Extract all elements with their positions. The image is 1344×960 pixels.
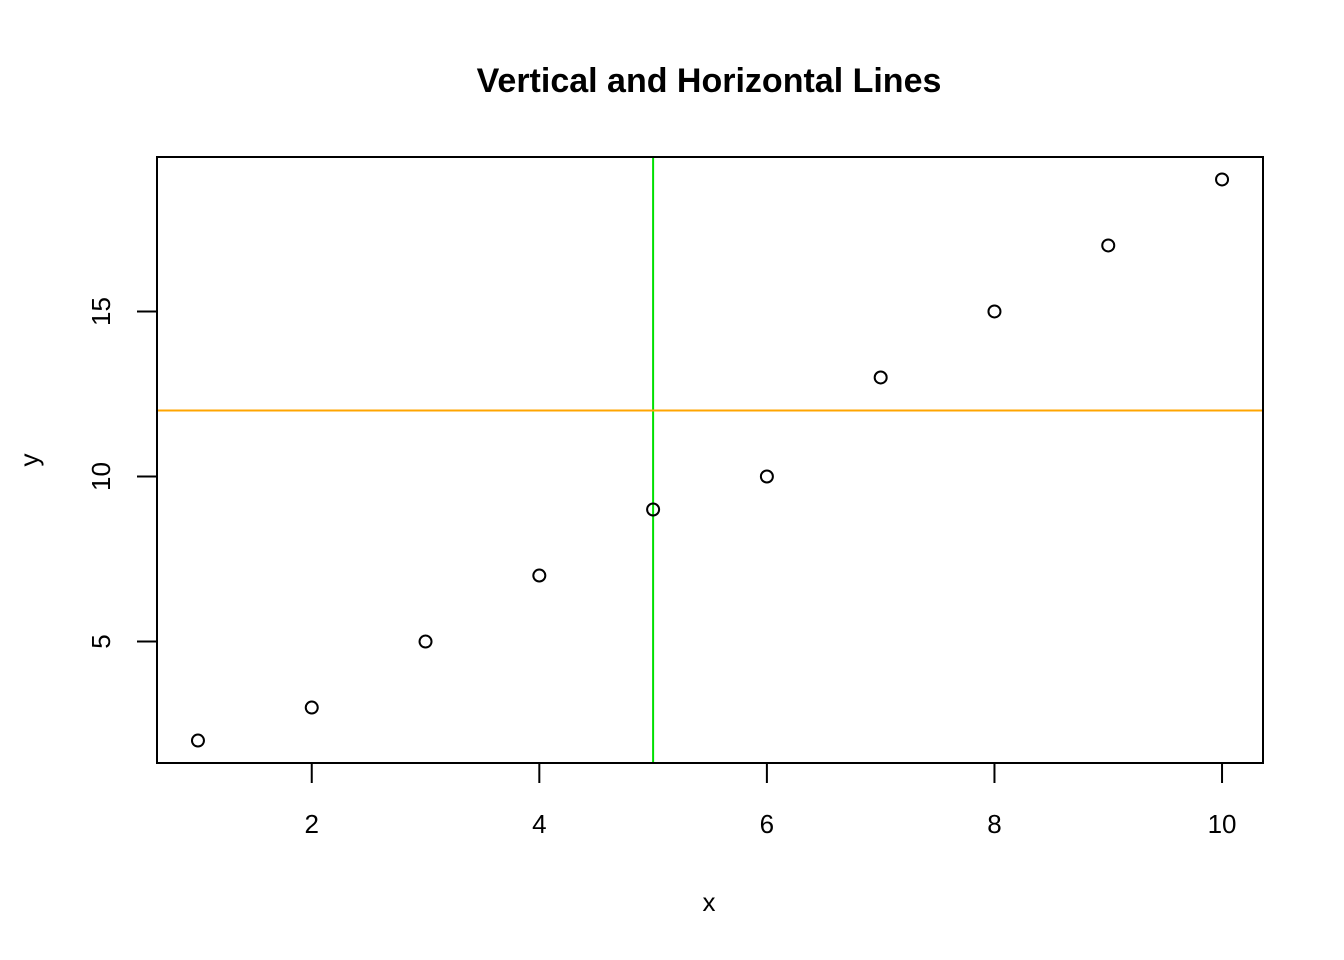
plot-frame <box>156 156 1264 764</box>
x-tick-label: 6 <box>760 809 774 839</box>
data-point <box>1101 238 1116 253</box>
reference-lines <box>157 157 1263 763</box>
chart-title: Vertical and Horizontal Lines <box>477 62 942 100</box>
y-tick-label: 15 <box>86 297 116 326</box>
data-point <box>873 370 888 385</box>
data-point <box>987 304 1002 319</box>
data-point <box>418 634 433 649</box>
x-tick-label: 4 <box>532 809 546 839</box>
data-point <box>304 700 319 715</box>
data-point <box>1215 172 1230 187</box>
data-points <box>190 172 1230 748</box>
y-axis: 5 10 15 <box>86 297 157 649</box>
data-point <box>646 502 661 517</box>
x-tick-label: 10 <box>1208 809 1237 839</box>
x-axis: 2 4 6 8 10 <box>305 763 1237 839</box>
x-axis-label: x <box>703 887 716 917</box>
y-tick-label: 5 <box>86 634 116 648</box>
y-tick-label: 10 <box>86 462 116 491</box>
data-point <box>532 568 547 583</box>
data-point <box>759 469 774 484</box>
y-axis-label: y <box>14 454 44 467</box>
x-tick-label: 2 <box>305 809 319 839</box>
x-tick-label: 8 <box>987 809 1001 839</box>
data-point <box>190 733 205 748</box>
